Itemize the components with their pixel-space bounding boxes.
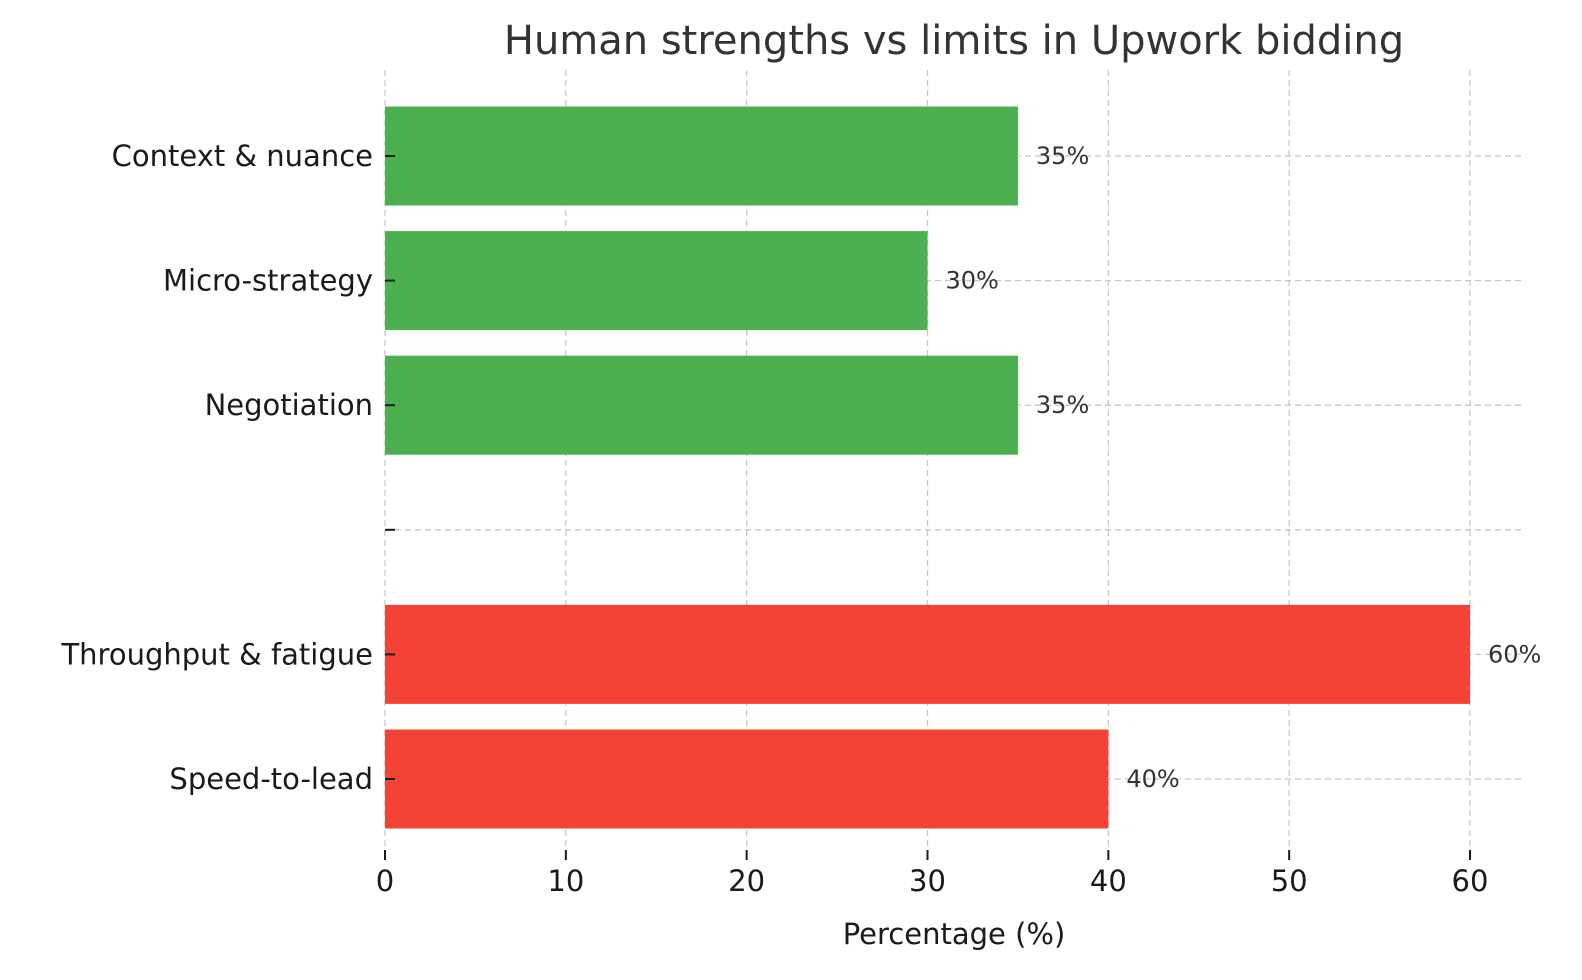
- bar: [385, 355, 1018, 455]
- y-tick-label: Negotiation: [205, 388, 373, 422]
- x-tick-label: 40: [1090, 864, 1127, 898]
- y-tick-label: Context & nuance: [112, 139, 373, 173]
- data-label: 30%: [946, 267, 999, 295]
- data-label: 40%: [1126, 765, 1179, 793]
- bar: [385, 231, 928, 331]
- data-label: 35%: [1036, 142, 1089, 170]
- bar: [385, 106, 1018, 206]
- chart-title: Human strengths vs limits in Upwork bidd…: [504, 18, 1404, 64]
- y-tick-label: Micro-strategy: [163, 264, 373, 298]
- y-tick-label: Throughput & fatigue: [60, 637, 373, 671]
- bars: [385, 106, 1470, 829]
- x-tick-label: 0: [376, 864, 394, 898]
- x-axis-label: Percentage (%): [843, 917, 1066, 951]
- x-tick-label: 60: [1452, 864, 1489, 898]
- bar: [385, 729, 1109, 829]
- data-label: 35%: [1036, 391, 1089, 419]
- y-tick-label: Speed-to-lead: [169, 762, 373, 796]
- x-axis: 0 10 20 30 40 50 60: [376, 850, 1489, 898]
- x-tick-label: 50: [1271, 864, 1308, 898]
- x-tick-label: 30: [909, 864, 946, 898]
- bar: [385, 604, 1470, 704]
- x-tick-label: 20: [728, 864, 765, 898]
- y-axis: Context & nuance Micro-strategy Negotiatio…: [60, 139, 395, 796]
- x-tick-label: 10: [547, 864, 584, 898]
- data-labels: 35% 30% 35% 60% 40%: [946, 142, 1542, 793]
- data-label: 60%: [1488, 640, 1541, 668]
